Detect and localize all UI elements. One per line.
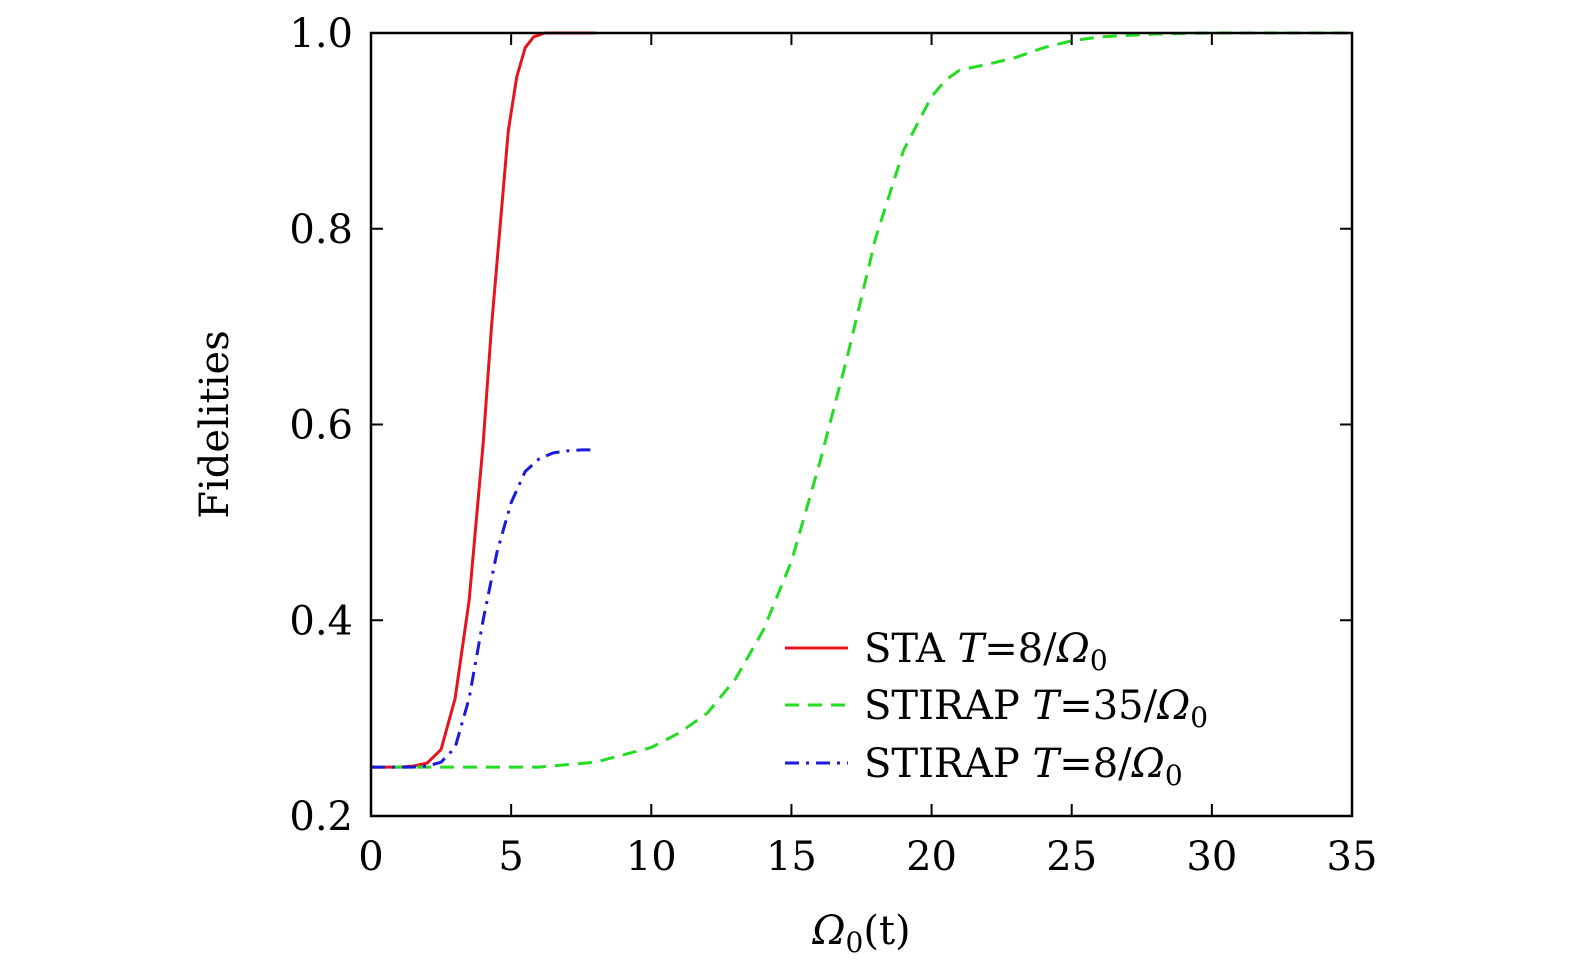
- ticks-layer: [370, 32, 1353, 817]
- series-line-2: [371, 31, 1352, 769]
- y-tick-label: 0.6: [289, 403, 353, 449]
- series-line-3: [371, 448, 596, 769]
- x-tick-label: 0: [358, 834, 383, 880]
- x-tick-label: 30: [1186, 834, 1237, 880]
- y-tick-label: 0.4: [289, 598, 353, 644]
- x-tick-label: 35: [1327, 834, 1378, 880]
- x-axis-label-subscript: 0: [846, 926, 864, 959]
- y-axis-label: Fidelities: [192, 330, 238, 518]
- series-layer: [371, 31, 1352, 769]
- legend-entry-1: STA T=8/Ω0: [864, 626, 1108, 677]
- x-tick-label: 25: [1046, 834, 1097, 880]
- x-tick-label: 20: [906, 834, 957, 880]
- x-axis-label-symbol: Ω: [811, 908, 845, 954]
- x-axis-label: Ω0(t): [811, 908, 910, 959]
- y-tick-label: 0.2: [289, 794, 353, 840]
- x-tick-label: 5: [498, 834, 523, 880]
- plot-frame: [369, 31, 1354, 818]
- legend: STA T=8/Ω0 STIRAP T=35/Ω0 STIRAP T=8/Ω0: [785, 626, 1208, 792]
- x-tick-label: 10: [626, 834, 677, 880]
- legend-entry-3: STIRAP T=8/Ω0: [864, 741, 1183, 792]
- legend-entry-2: STIRAP T=35/Ω0: [864, 683, 1208, 734]
- series-line-1: [371, 31, 596, 769]
- x-axis-label-tail: (t): [863, 908, 910, 954]
- y-tick-label: 0.8: [289, 207, 353, 253]
- y-tick-label: 1.0: [289, 11, 353, 57]
- x-tick-label: 15: [766, 834, 817, 880]
- tick-labels-layer: 0 5 10 15 20 25 30 35 0.2 0.4 0.6 0.8 1.0: [289, 11, 1377, 880]
